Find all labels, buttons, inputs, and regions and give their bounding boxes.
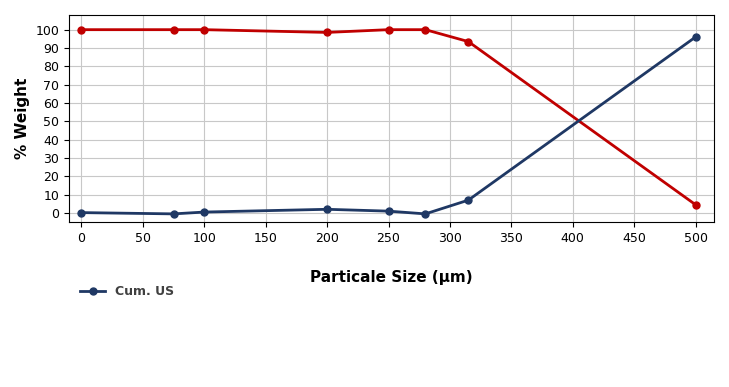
Y-axis label: % Weight: % Weight [15, 78, 30, 159]
Legend: Cum. US: Cum. US [75, 280, 179, 303]
X-axis label: Particale Size (μm): Particale Size (μm) [311, 270, 473, 285]
